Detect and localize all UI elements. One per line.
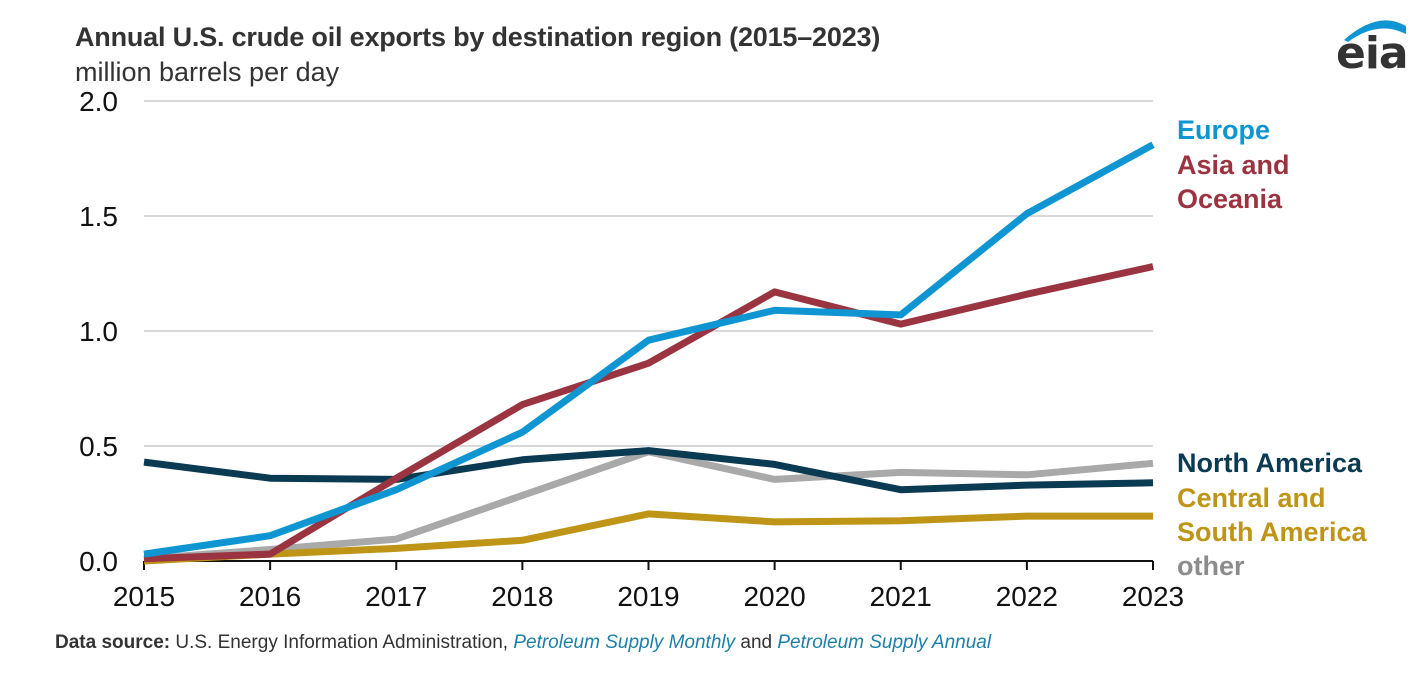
series-line-central-and-south-america [143,510,1153,565]
logo-text: eia [1336,28,1409,79]
x-tick-label: 2020 [743,581,805,612]
y-tick-label: 2.0 [79,86,118,117]
legend-label-line: North America [1177,448,1363,478]
data-source: Data source: U.S. Energy Information Adm… [55,632,991,654]
eia-logo: eia [1330,10,1410,79]
legend-label-line: Central and [1177,483,1326,513]
series-lines [143,141,1155,565]
chart-title: Annual U.S. crude oil exports by destina… [75,22,881,52]
legend-label-central-and-south-america: Central and South America [1177,481,1367,549]
x-tick-label: 2023 [1122,581,1184,612]
chart-subtitle: million barrels per day [75,57,340,87]
legend-label-other: other [1177,549,1245,583]
source-label: Data source: [55,632,171,653]
y-tick-label: 0.0 [79,546,118,577]
series-line-europe [143,141,1155,558]
x-tick-label: 2021 [870,581,932,612]
legend-label-north-america: North America [1177,446,1362,480]
x-tick-label: 2019 [617,581,679,612]
x-tick-label: 2016 [239,581,301,612]
legend-label-asia-and-oceania: Asia and Oceania [1177,148,1290,216]
source-text: U.S. Energy Information Administration, [170,632,514,653]
legend-label-europe: Europe [1177,113,1270,147]
y-tick-label: 1.5 [79,201,118,232]
y-tick-label: 0.5 [79,431,118,462]
x-tick-label: 2018 [491,581,553,612]
series-line-asia-and-oceania [143,263,1154,563]
series-line-north-america [143,447,1154,494]
x-tick-label: 2022 [996,581,1058,612]
legend-label-line: Oceania [1177,184,1283,214]
legend-label-line: Europe [1177,115,1271,145]
legend-label-line: South America [1177,517,1367,547]
source-and: and [735,632,778,653]
legend-label-line: other [1177,551,1245,581]
gridlines [144,100,1153,447]
source-link-psm[interactable]: Petroleum Supply Monthly [513,632,736,653]
x-axis: 2015 2016 2017 2018 2019 2020 2021 2022 2023 [113,560,1184,612]
y-tick-label: 1.0 [79,316,118,347]
x-tick-label: 2015 [113,581,175,612]
x-tick-label: 2017 [365,581,427,612]
source-link-psa[interactable]: Petroleum Supply Annual [777,632,992,653]
y-axis-ticks: 0.0 0.5 1.0 1.5 2.0 [79,86,118,577]
legend-label-line: Asia and [1177,150,1290,180]
logo-swoosh-icon [1344,20,1406,42]
